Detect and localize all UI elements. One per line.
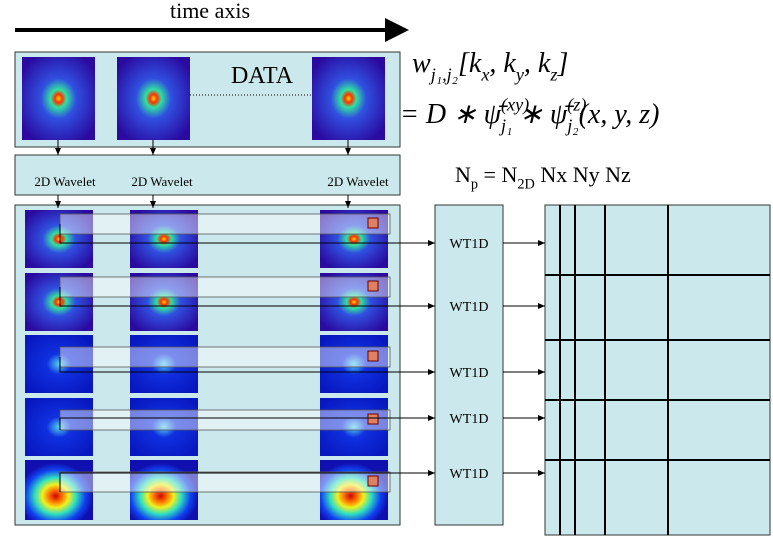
- np-formula: Np = N2D Nx Ny Nz: [455, 162, 631, 193]
- pixel-marker: [367, 217, 379, 229]
- pixel-marker: [367, 475, 379, 487]
- scale-image: [25, 273, 93, 331]
- scale-image: [25, 210, 93, 268]
- pixel-marker: [367, 350, 379, 362]
- scale-image: [320, 398, 388, 456]
- galaxy-image: [22, 57, 95, 140]
- scale-image: [25, 398, 93, 456]
- pixel-marker: [367, 413, 379, 425]
- time-axis-label: time axis: [170, 0, 250, 23]
- formula-token: j₁: [499, 115, 512, 135]
- formula-token: N: [455, 162, 471, 187]
- wavelet-label: 2D Wavelet: [327, 174, 389, 189]
- connector: [59, 224, 435, 246]
- coeff-box: [544, 204, 771, 536]
- formula-token: = D ∗ ψ̄: [400, 99, 508, 130]
- formula-token: (z): [567, 94, 586, 115]
- time-slice-band: [59, 276, 391, 298]
- galaxy-image: [312, 57, 385, 140]
- scale-image: [320, 460, 388, 520]
- formula-token: y: [514, 64, 525, 84]
- scale-image: [130, 460, 198, 520]
- formula-token: , k: [524, 48, 551, 79]
- formula-token: w: [412, 48, 431, 79]
- formula-token: j₁,j₂: [429, 64, 458, 84]
- formula-token: x: [480, 64, 489, 84]
- wavelet-box: [14, 154, 401, 196]
- formula-token: (xy): [501, 94, 529, 115]
- scale-image: [320, 335, 388, 393]
- wavelet-label: 2D Wavelet: [34, 174, 96, 189]
- formula-token: j₂: [565, 115, 578, 135]
- scale-image: [130, 335, 198, 393]
- wt1d-label: WT1D: [450, 467, 489, 482]
- scale-image: [130, 273, 198, 331]
- equation-line2: = D ∗ ψ̄(xy) j₁ ∗ ψ̄(z) j₂(x, y, z): [400, 94, 659, 135]
- formula-token: ]: [556, 48, 568, 79]
- top: time axis DATA: [14, 0, 771, 536]
- formula-token: z: [549, 64, 557, 84]
- connector: [59, 470, 435, 492]
- wt1d-box: [434, 204, 504, 526]
- time-slice-band: [59, 346, 391, 368]
- formula-token: , k: [489, 48, 516, 79]
- formula-token: ∗ ψ̄: [512, 99, 574, 130]
- formula-token: p: [471, 177, 478, 193]
- scale-image: [25, 335, 93, 393]
- wt1d-label: WT1D: [450, 237, 489, 252]
- equation-line1: wj₁,j₂[kx, ky, kz]: [412, 48, 568, 84]
- time-slice-band: [59, 409, 391, 431]
- formula-token: Nx Ny Nz: [535, 162, 631, 187]
- connector: [59, 287, 435, 309]
- pixel-marker: [367, 280, 379, 292]
- wt1d-label: WT1D: [450, 300, 489, 315]
- formula-token: (x, y, z): [579, 99, 660, 130]
- connector: [59, 357, 435, 375]
- formula-token: 2D: [517, 177, 534, 193]
- wt1d-label: WT1D: [450, 412, 489, 427]
- time-slice-band: [59, 213, 391, 235]
- scale-image: [25, 460, 93, 520]
- wavelet-label: 2D Wavelet: [131, 174, 193, 189]
- connector: [59, 415, 435, 430]
- formula-token: [k: [458, 48, 482, 79]
- galaxy-image: [117, 57, 190, 140]
- formula-token: = N: [478, 162, 517, 187]
- scale-image: [130, 210, 198, 268]
- scale-image: [130, 398, 198, 456]
- data-label: DATA: [231, 63, 294, 89]
- wt1d-label: WT1D: [450, 366, 489, 381]
- time-slice-band: [59, 471, 391, 493]
